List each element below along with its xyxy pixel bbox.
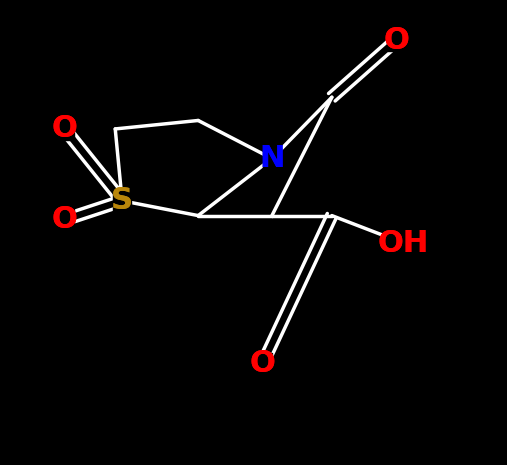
Text: O: O	[383, 26, 409, 55]
Text: OH: OH	[378, 229, 429, 258]
Text: O: O	[52, 206, 78, 234]
Text: S: S	[111, 186, 133, 215]
Text: O: O	[250, 349, 276, 378]
Bar	[56, 209, 74, 231]
Text: O: O	[52, 114, 78, 143]
Bar	[263, 147, 281, 170]
Text: O: O	[52, 206, 78, 234]
Bar	[113, 190, 131, 212]
Text: O: O	[383, 26, 409, 55]
Bar	[56, 118, 74, 140]
Bar	[385, 232, 421, 254]
Text: N: N	[259, 144, 284, 173]
Bar	[254, 352, 272, 374]
Text: O: O	[250, 349, 276, 378]
Text: S: S	[111, 186, 133, 215]
Text: N: N	[259, 144, 284, 173]
Bar	[387, 29, 406, 51]
Text: OH: OH	[378, 229, 429, 258]
Text: O: O	[52, 114, 78, 143]
